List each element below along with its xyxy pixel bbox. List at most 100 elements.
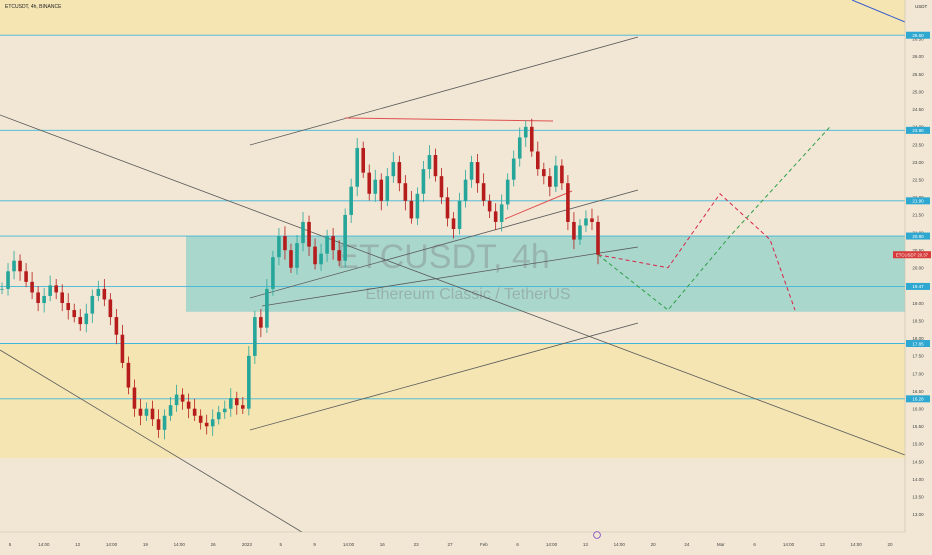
candle-body [259, 317, 263, 328]
time-marker-icon[interactable] [593, 531, 601, 539]
current-price-badge [893, 251, 931, 259]
level-price-badge [906, 197, 930, 205]
price-tick-label: 13.50 [912, 495, 924, 500]
candle-body [548, 176, 552, 187]
candle-body [126, 362, 131, 388]
candle-body [156, 419, 161, 430]
channel-bottom-line [249, 322, 639, 431]
descending-blue-line [851, 0, 906, 23]
candle-body [457, 200, 462, 230]
time-tick-label: 24 [684, 542, 690, 547]
candle-body [566, 183, 570, 222]
candle-body [234, 398, 239, 406]
candle-body [295, 243, 299, 268]
candle-body [331, 236, 335, 251]
time-tick-label: 14:00 [783, 542, 795, 547]
candle-body [572, 221, 576, 240]
candle-body [529, 126, 534, 152]
zones [0, 0, 905, 459]
candle-body [0, 288, 4, 290]
level-price-badge [906, 31, 930, 39]
candle-body [475, 162, 480, 184]
currency-label: USDT [915, 4, 928, 9]
candle-body [120, 334, 125, 363]
candle-body [192, 408, 197, 416]
candle-body [18, 260, 22, 272]
time-axis-background [0, 532, 932, 550]
candle-body [487, 200, 492, 212]
level-price-label: 19.47 [912, 284, 924, 289]
red-inner-trendline [504, 190, 573, 220]
candle-body [72, 310, 77, 318]
price-tick-label: 18.00 [912, 336, 924, 341]
candle-body [517, 137, 522, 159]
candle-body [216, 412, 221, 420]
price-tick-label: 23.00 [912, 160, 924, 165]
time-tick-label: 5 [280, 542, 283, 547]
red-resistance-line [344, 117, 554, 122]
time-tick-label: 6 [516, 542, 519, 547]
time-tick-label: Mar [717, 542, 725, 547]
time-tick-label: 14:00 [851, 542, 863, 547]
candle-body [584, 218, 588, 226]
candle-body [301, 221, 305, 244]
candle-body [367, 172, 372, 194]
candle-body [391, 162, 396, 177]
price-tick-label: 14.50 [912, 459, 924, 464]
candle-body [228, 398, 233, 409]
horizontal-levels [0, 34, 905, 400]
candle-body [481, 183, 486, 201]
candle-body [313, 246, 317, 265]
candle-body [198, 415, 203, 423]
candle-body [247, 355, 251, 409]
symbol-info: ETCUSDT, 4h, BINANCE [5, 4, 62, 10]
level-price-label: 17.85 [912, 341, 924, 346]
price-tick-label: 17.00 [912, 371, 924, 376]
level-price-badge [906, 395, 930, 403]
price-tick-label: 25.50 [912, 72, 924, 77]
level-price-label: 20.90 [912, 234, 924, 239]
channel-middle-line [249, 189, 639, 299]
candle-body [511, 158, 516, 180]
candle-body [397, 162, 402, 184]
price-tick-label: 18.50 [912, 318, 924, 323]
candle-body [319, 253, 323, 265]
candle-body [439, 176, 444, 198]
level-price-label: 23.90 [912, 128, 924, 133]
candle-body [433, 155, 438, 177]
candle-body [48, 285, 52, 296]
candle-body [596, 221, 600, 255]
candle-body [409, 200, 414, 219]
price-axis[interactable]: 26.5026.0025.5025.0024.5024.0023.5023.00… [893, 31, 931, 517]
candle-body [307, 221, 311, 247]
candle-body [150, 408, 155, 420]
level-price-label: 26.60 [912, 33, 924, 38]
time-axis[interactable]: 5 14:00 12 14:00 19 14:00 26 2023 5 9 14:00 16 23 27 F… [9, 542, 893, 547]
level-price-badge [906, 282, 930, 290]
time-tick-label: 20 [887, 542, 893, 547]
time-tick-label: 2023 [242, 542, 253, 547]
time-tick-label: 5 [9, 542, 12, 547]
price-tick-label: 20.50 [912, 248, 924, 253]
candle-body [96, 288, 101, 296]
time-tick-label: 20 [651, 542, 657, 547]
time-tick-label: 14:00 [38, 542, 50, 547]
candle-body [343, 214, 347, 261]
time-tick-label: 26 [211, 542, 217, 547]
candle-body [337, 250, 341, 261]
candle-body [554, 165, 558, 187]
candle-body [463, 179, 468, 201]
candle-body [349, 186, 353, 215]
candle-body [560, 165, 564, 184]
level-price-badge [906, 126, 930, 134]
candle-body [90, 295, 95, 314]
candle-body [30, 281, 34, 293]
price-tick-label: 20.00 [912, 266, 924, 271]
candle-body [210, 419, 215, 427]
watermark-description: Ethereum Classic / TetherUS [365, 286, 570, 303]
time-tick-label: 9 [313, 542, 316, 547]
candle-body [403, 183, 408, 201]
descending-trendline-upper [0, 114, 906, 456]
